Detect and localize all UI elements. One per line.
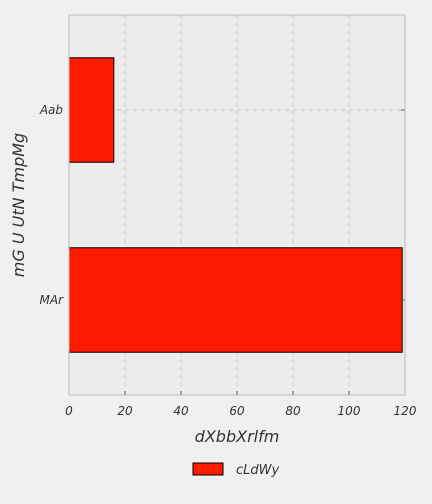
x-tick-label: 60 <box>229 404 245 418</box>
x-tick-label: 100 <box>338 404 361 418</box>
legend-swatch <box>193 463 223 475</box>
y-tick-label: Aab <box>39 103 64 117</box>
legend-label: cLdWy <box>236 463 279 478</box>
x-tick-label: 80 <box>285 404 301 418</box>
x-tick-label: 120 <box>394 404 417 418</box>
y-tick-label: MAr <box>40 293 65 307</box>
x-axis-label: dXbbXrlfm <box>195 427 280 446</box>
legend: cLdWy <box>193 463 279 478</box>
x-tick-label: 40 <box>173 404 189 418</box>
x-tick-label: 20 <box>117 404 133 418</box>
bar-aab <box>69 58 114 163</box>
y-axis-label: mG U UtN TmpMg <box>9 133 28 277</box>
x-tick-label: 0 <box>65 404 73 418</box>
bar-mar <box>69 248 402 353</box>
